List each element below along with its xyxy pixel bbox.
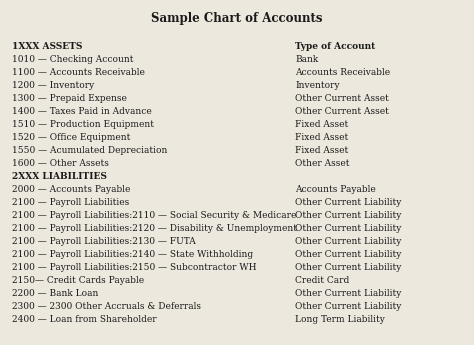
Text: 1100 — Accounts Receivable: 1100 — Accounts Receivable xyxy=(12,68,145,77)
Text: Accounts Receivable: Accounts Receivable xyxy=(295,68,390,77)
Text: Other Current Liability: Other Current Liability xyxy=(295,250,401,259)
Text: 1510 — Production Equipment: 1510 — Production Equipment xyxy=(12,120,154,129)
Text: 1600 — Other Assets: 1600 — Other Assets xyxy=(12,159,109,168)
Text: Long Term Liability: Long Term Liability xyxy=(295,315,385,324)
Text: 1300 — Prepaid Expense: 1300 — Prepaid Expense xyxy=(12,94,127,103)
Text: 2100 — Payroll Liabilities:2140 — State Withholding: 2100 — Payroll Liabilities:2140 — State … xyxy=(12,250,253,259)
Text: Other Current Asset: Other Current Asset xyxy=(295,107,389,116)
Text: 1200 — Inventory: 1200 — Inventory xyxy=(12,81,94,90)
Text: 1550 — Acumulated Depreciation: 1550 — Acumulated Depreciation xyxy=(12,146,167,155)
Text: Sample Chart of Accounts: Sample Chart of Accounts xyxy=(151,12,323,25)
Text: Other Current Liability: Other Current Liability xyxy=(295,289,401,298)
Text: 1520 — Office Equipment: 1520 — Office Equipment xyxy=(12,133,130,142)
Text: Other Current Asset: Other Current Asset xyxy=(295,94,389,103)
Text: 2100 — Payroll Liabilities:2110 — Social Security & Medicare: 2100 — Payroll Liabilities:2110 — Social… xyxy=(12,211,296,220)
Text: Other Current Liability: Other Current Liability xyxy=(295,211,401,220)
Text: 1XXX ASSETS: 1XXX ASSETS xyxy=(12,42,82,51)
Text: 1010 — Checking Account: 1010 — Checking Account xyxy=(12,55,134,64)
Text: Fixed Asset: Fixed Asset xyxy=(295,133,348,142)
Text: Accounts Payable: Accounts Payable xyxy=(295,185,376,194)
Text: Other Current Liability: Other Current Liability xyxy=(295,237,401,246)
Text: Other Asset: Other Asset xyxy=(295,159,349,168)
Text: 2XXX LIABILITIES: 2XXX LIABILITIES xyxy=(12,172,107,181)
Text: Other Current Liability: Other Current Liability xyxy=(295,224,401,233)
Text: Fixed Asset: Fixed Asset xyxy=(295,120,348,129)
Text: 2100 — Payroll Liabilities:2130 — FUTA: 2100 — Payroll Liabilities:2130 — FUTA xyxy=(12,237,196,246)
Text: 2400 — Loan from Shareholder: 2400 — Loan from Shareholder xyxy=(12,315,156,324)
Text: Bank: Bank xyxy=(295,55,318,64)
Text: 2200 — Bank Loan: 2200 — Bank Loan xyxy=(12,289,99,298)
Text: Type of Account: Type of Account xyxy=(295,42,375,51)
Text: Inventory: Inventory xyxy=(295,81,340,90)
Text: 2100 — Payroll Liabilities:2150 — Subcontractor WH: 2100 — Payroll Liabilities:2150 — Subcon… xyxy=(12,263,256,272)
Text: 2300 — 2300 Other Accruals & Deferrals: 2300 — 2300 Other Accruals & Deferrals xyxy=(12,302,201,311)
Text: Other Current Liability: Other Current Liability xyxy=(295,263,401,272)
Text: Credit Card: Credit Card xyxy=(295,276,349,285)
Text: 2150— Credit Cards Payable: 2150— Credit Cards Payable xyxy=(12,276,144,285)
Text: 1400 — Taxes Paid in Advance: 1400 — Taxes Paid in Advance xyxy=(12,107,152,116)
Text: Fixed Asset: Fixed Asset xyxy=(295,146,348,155)
Text: Other Current Liability: Other Current Liability xyxy=(295,198,401,207)
Text: Other Current Liability: Other Current Liability xyxy=(295,302,401,311)
Text: 2000 — Accounts Payable: 2000 — Accounts Payable xyxy=(12,185,130,194)
Text: 2100 — Payroll Liabilities: 2100 — Payroll Liabilities xyxy=(12,198,129,207)
Text: 2100 — Payroll Liabilities:2120 — Disability & Unemployment: 2100 — Payroll Liabilities:2120 — Disabi… xyxy=(12,224,297,233)
